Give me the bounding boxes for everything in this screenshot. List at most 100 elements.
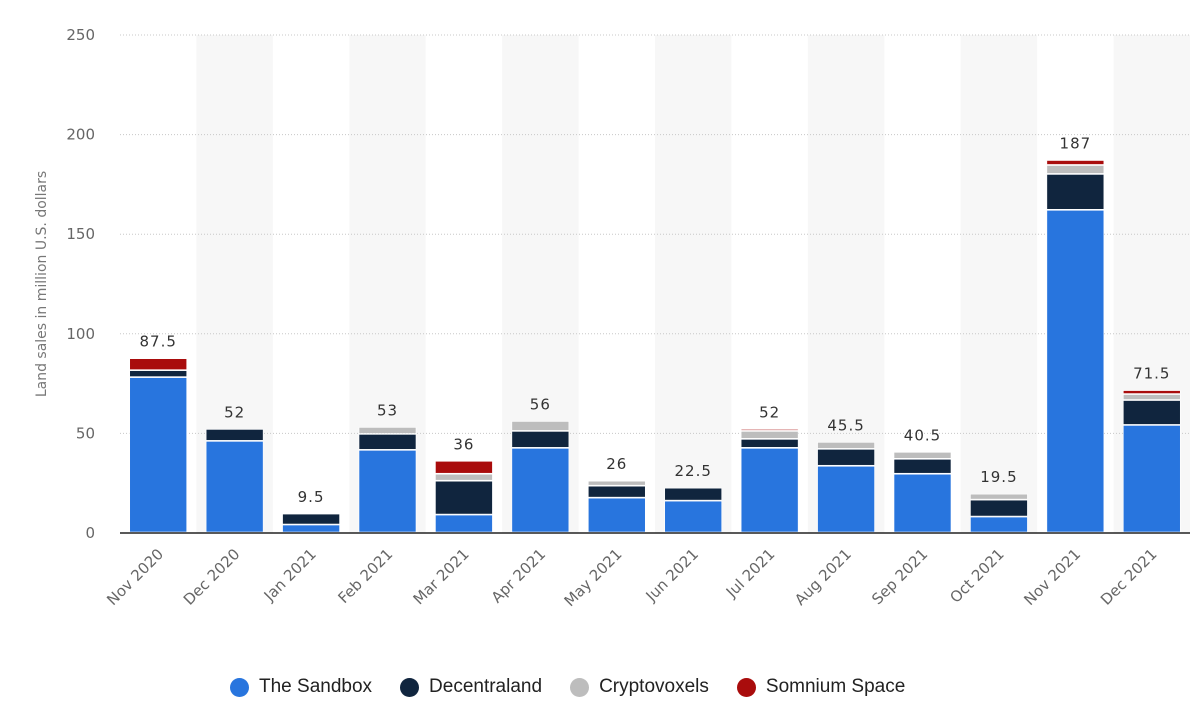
y-axis-label: Land sales in million U.S. dollars bbox=[34, 171, 50, 397]
x-tick-label: Jun 2021 bbox=[642, 545, 702, 605]
y-tick-label: 0 bbox=[85, 524, 95, 542]
legend-label: Decentraland bbox=[429, 676, 543, 697]
bar-segment-cryptovoxels bbox=[587, 480, 646, 486]
legend-dot-icon bbox=[230, 677, 249, 697]
bar-segment-somnium-space bbox=[1046, 160, 1105, 165]
y-axis-ticks: 0 50 100 150 200 250 bbox=[66, 26, 95, 542]
bar-segment-somnium-space bbox=[1122, 390, 1181, 394]
x-tick-label: Nov 2021 bbox=[1020, 545, 1084, 609]
x-tick-label: Apr 2021 bbox=[488, 545, 549, 606]
data-label: 52 bbox=[224, 403, 245, 421]
legend-label: The Sandbox bbox=[259, 676, 373, 697]
bar-segment-decentraland bbox=[893, 458, 952, 474]
bar-segment-decentraland bbox=[129, 370, 188, 377]
x-tick-label: Oct 2021 bbox=[946, 545, 1007, 606]
legend-item-somnium-space[interactable]: Somnium Space bbox=[736, 676, 906, 698]
bar-segment-cryptovoxels bbox=[511, 421, 570, 431]
data-label: 40.5 bbox=[904, 426, 941, 444]
x-tick-label: Dec 2021 bbox=[1097, 545, 1161, 609]
x-tick-label: Dec 2020 bbox=[180, 545, 244, 609]
bar-segment-the-sandbox bbox=[205, 441, 264, 533]
y-tick-label: 50 bbox=[76, 424, 95, 442]
data-labels: 87.5 52 9.5 53 36 56 26 22.5 52 45.5 40.5 19.5 187 71… bbox=[140, 134, 1170, 506]
y-tick-label: 250 bbox=[66, 26, 95, 44]
x-tick-label: Feb 2021 bbox=[334, 545, 396, 607]
x-tick-label: Aug 2021 bbox=[791, 545, 855, 609]
bar-segment-decentraland bbox=[1046, 174, 1105, 210]
data-label: 36 bbox=[453, 435, 474, 453]
bar-segment-cryptovoxels bbox=[1122, 394, 1181, 400]
band-backgrounds bbox=[196, 35, 1190, 533]
bar-segment-the-sandbox bbox=[664, 500, 723, 533]
bar-segment-the-sandbox bbox=[970, 516, 1028, 533]
data-label: 87.5 bbox=[140, 333, 177, 351]
bar-segment-the-sandbox bbox=[587, 497, 646, 533]
x-tick-label: Mar 2021 bbox=[410, 545, 473, 608]
data-label: 22.5 bbox=[675, 462, 712, 480]
bar-segment-the-sandbox bbox=[435, 514, 493, 533]
x-tick-label: Jul 2021 bbox=[722, 545, 779, 602]
x-axis-labels: Nov 2020 Dec 2020 Jan 2021 Feb 2021 Mar 2021… bbox=[103, 545, 1160, 610]
x-tick-label: Jan 2021 bbox=[260, 545, 320, 605]
data-label: 9.5 bbox=[298, 488, 325, 506]
bar-segment-decentraland bbox=[587, 485, 646, 498]
bar-segment-cryptovoxels bbox=[817, 442, 875, 449]
x-tick-label: Sep 2021 bbox=[868, 545, 931, 608]
data-label: 56 bbox=[530, 395, 551, 413]
band-background bbox=[960, 35, 1038, 533]
y-tick-label: 150 bbox=[66, 225, 95, 243]
bar-segment-the-sandbox bbox=[129, 377, 188, 533]
legend-dot-icon bbox=[570, 677, 590, 697]
legend-item-cryptovoxels[interactable]: Cryptovoxels bbox=[570, 676, 709, 698]
bar-segment-the-sandbox bbox=[282, 524, 340, 533]
bar-segment-cryptovoxels bbox=[358, 427, 417, 434]
y-tick-label: 100 bbox=[66, 325, 95, 343]
bar-segment-decentraland bbox=[205, 429, 264, 441]
legend-label: Cryptovoxels bbox=[599, 676, 709, 697]
bar-segment-the-sandbox bbox=[893, 473, 952, 533]
bar-segment-the-sandbox bbox=[511, 448, 570, 533]
legend-label: Somnium Space bbox=[765, 676, 906, 697]
legend-item-the-sandbox[interactable]: The Sandbox bbox=[230, 676, 372, 698]
bar-segment-cryptovoxels bbox=[740, 431, 799, 439]
bar-segment-decentraland bbox=[358, 434, 417, 450]
bar-segment-cryptovoxels bbox=[893, 452, 952, 459]
x-tick-label: May 2021 bbox=[561, 545, 626, 610]
bar-segment-decentraland bbox=[1122, 400, 1181, 425]
gridlines bbox=[120, 34, 1190, 434]
data-label: 45.5 bbox=[827, 416, 864, 434]
bar-segment-somnium-space bbox=[740, 429, 799, 431]
legend-item-decentraland[interactable]: Decentraland bbox=[400, 676, 542, 698]
bars bbox=[129, 160, 1181, 533]
data-label: 187 bbox=[1060, 134, 1092, 152]
data-label: 71.5 bbox=[1133, 365, 1170, 383]
bar-segment-the-sandbox bbox=[817, 465, 875, 533]
bar-segment-decentraland bbox=[970, 499, 1028, 517]
data-label: 52 bbox=[759, 403, 780, 421]
band-background bbox=[655, 35, 732, 533]
bar-segment-decentraland bbox=[740, 439, 799, 448]
y-tick-label: 200 bbox=[66, 126, 95, 144]
bar-segment-decentraland bbox=[664, 487, 723, 501]
bar-segment-cryptovoxels bbox=[1046, 165, 1105, 174]
legend-dot-icon bbox=[736, 677, 756, 697]
bar-segment-the-sandbox bbox=[358, 450, 417, 533]
data-label: 19.5 bbox=[980, 468, 1017, 486]
bar-segment-somnium-space bbox=[435, 460, 493, 474]
bar-segment-decentraland bbox=[817, 449, 875, 466]
stacked-bar-chart: 0 50 100 150 200 250 Land sales in million U.… bbox=[34, 26, 1190, 610]
data-label: 26 bbox=[606, 455, 627, 473]
bar-segment-decentraland bbox=[511, 431, 570, 448]
band-background bbox=[349, 35, 426, 533]
data-label: 53 bbox=[377, 401, 398, 419]
x-tick-label: Nov 2020 bbox=[103, 545, 167, 609]
bar-segment-the-sandbox bbox=[1122, 425, 1181, 533]
bar-segment-decentraland bbox=[282, 513, 340, 525]
legend-dot-icon bbox=[400, 677, 420, 697]
bar-segment-cryptovoxels bbox=[435, 473, 493, 481]
bar-segment-the-sandbox bbox=[1046, 209, 1105, 533]
bar-segment-somnium-space bbox=[129, 358, 188, 370]
bar-segment-cryptovoxels bbox=[970, 493, 1028, 500]
legend: The Sandbox Decentraland Cryptovoxels So… bbox=[230, 676, 905, 698]
bar-segment-decentraland bbox=[435, 480, 493, 515]
